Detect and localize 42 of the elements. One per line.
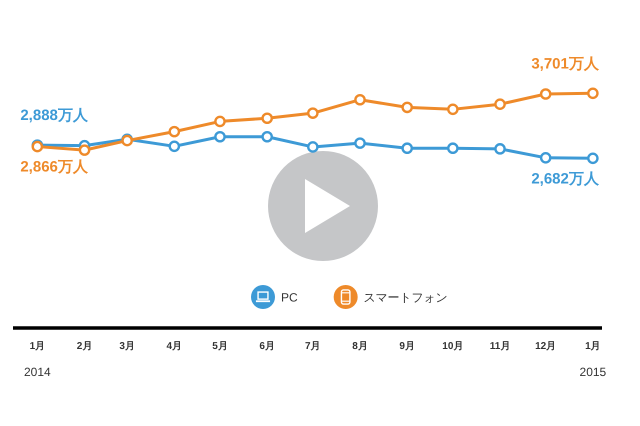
x-tick-label: 11月 xyxy=(490,341,510,352)
point xyxy=(261,112,273,124)
point xyxy=(540,88,552,100)
x-tick-label: 6月 xyxy=(259,341,275,352)
point xyxy=(307,141,319,153)
point xyxy=(587,152,599,164)
x-tick-label: 5月 xyxy=(212,341,228,352)
x-tick-label: 10月 xyxy=(442,341,464,352)
legend-label: PC xyxy=(281,290,298,304)
data-label: 2,682万人 xyxy=(531,170,600,188)
point xyxy=(168,126,180,138)
point xyxy=(354,137,366,149)
point xyxy=(168,140,180,152)
x-tick-label: 4月 xyxy=(166,341,182,352)
point xyxy=(447,104,459,116)
data-label: 2,866万人 xyxy=(20,158,89,176)
point xyxy=(447,142,459,154)
point xyxy=(78,144,90,156)
x-tick-label: 3月 xyxy=(119,341,135,352)
point xyxy=(214,130,226,143)
x-tick-label: 2月 xyxy=(76,341,92,352)
legend-label: スマートフォン xyxy=(364,290,448,304)
data-label: 3,701万人 xyxy=(531,55,600,72)
point xyxy=(307,107,319,119)
data-label: 2,888万人 xyxy=(20,107,89,124)
x-tick-label: 1月 xyxy=(30,341,46,352)
point xyxy=(261,130,273,143)
x-tick-label: 1月 xyxy=(585,341,601,352)
point xyxy=(494,98,506,110)
point xyxy=(354,94,366,106)
point xyxy=(401,102,413,114)
point xyxy=(494,143,506,155)
point xyxy=(214,116,226,128)
x-tick-label: 12月 xyxy=(535,341,556,352)
x-tick-label: 8月 xyxy=(352,341,368,352)
x-tick-label: 7月 xyxy=(305,341,321,352)
x-tick-label: 9月 xyxy=(399,341,415,352)
point xyxy=(587,88,599,100)
point xyxy=(540,152,552,164)
text: 2014 xyxy=(24,365,52,379)
point xyxy=(401,142,413,154)
text: 2015 xyxy=(580,365,607,379)
